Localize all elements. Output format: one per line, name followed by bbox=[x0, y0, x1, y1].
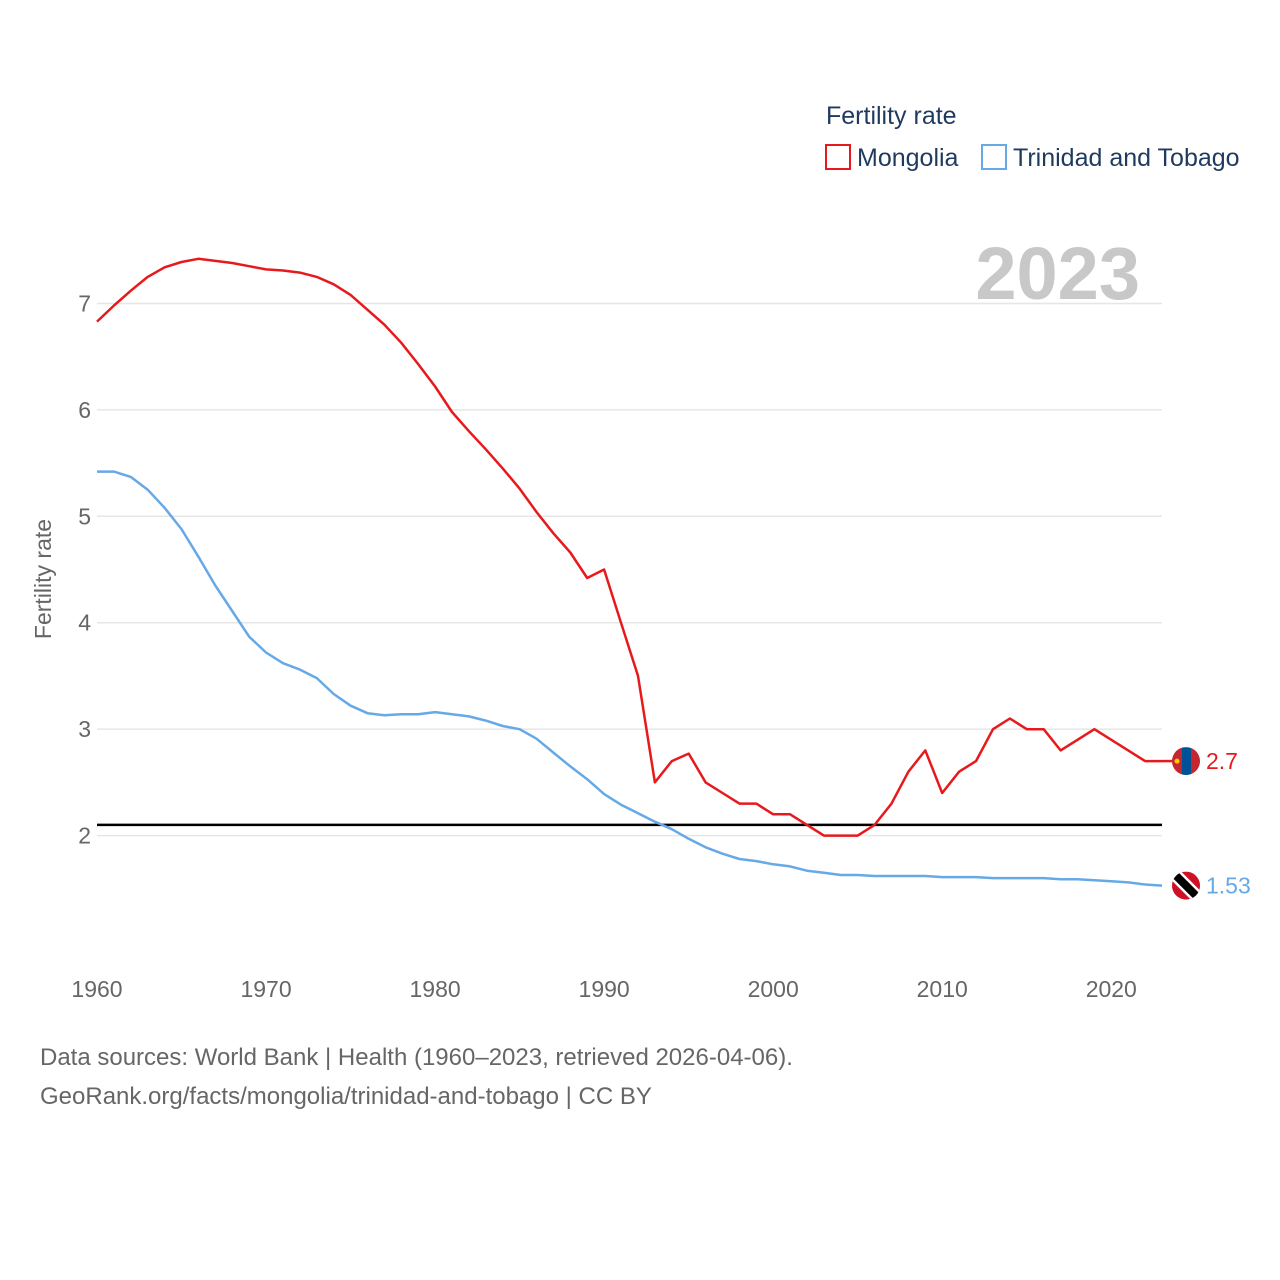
y-tick-label: 5 bbox=[78, 503, 91, 529]
x-tick-label: 1980 bbox=[410, 976, 461, 1002]
mongolia-flag-icon bbox=[1172, 747, 1200, 776]
x-tick-label: 1990 bbox=[579, 976, 630, 1002]
y-tick-label: 4 bbox=[78, 610, 91, 636]
x-tick-label: 2010 bbox=[917, 976, 968, 1002]
end-marker-trinidad-and-tobago: 1.53 bbox=[1172, 871, 1251, 900]
year-watermark: 2023 bbox=[975, 232, 1140, 315]
legend: Fertility rate Mongolia Trinidad and Tob… bbox=[825, 102, 1240, 172]
legend-label-mongolia[interactable]: Mongolia bbox=[857, 144, 959, 172]
source-url: GeoRank.org/facts/mongolia/trinidad-and-… bbox=[40, 1083, 652, 1110]
legend-title: Fertility rate bbox=[826, 102, 957, 130]
y-tick-label: 2 bbox=[78, 823, 91, 849]
x-tick-label: 1960 bbox=[71, 976, 122, 1002]
y-tick-label: 6 bbox=[78, 397, 91, 423]
y-tick-label: 7 bbox=[78, 290, 91, 316]
legend-swatch-mongolia[interactable] bbox=[825, 144, 851, 170]
y-axis-ticks: 2 3 4 5 6 7 bbox=[78, 290, 91, 848]
end-value-mongolia: 2.7 bbox=[1206, 748, 1238, 774]
x-tick-label: 2020 bbox=[1086, 976, 1137, 1002]
legend-swatch-trinidad-and-tobago[interactable] bbox=[981, 144, 1007, 170]
legend-label-trinidad-and-tobago[interactable]: Trinidad and Tobago bbox=[1013, 144, 1240, 172]
x-tick-label: 2000 bbox=[748, 976, 799, 1002]
end-value-trinidad-and-tobago: 1.53 bbox=[1206, 873, 1251, 899]
y-tick-label: 3 bbox=[78, 716, 91, 742]
end-marker-mongolia: 2.7 bbox=[1172, 747, 1238, 776]
y-axis-title: Fertility rate bbox=[30, 519, 56, 639]
series-line-mongolia[interactable] bbox=[96, 257, 1162, 837]
trinidad-and-tobago-flag-icon bbox=[1172, 871, 1200, 900]
series-line-trinidad-and-tobago[interactable] bbox=[97, 470, 1163, 887]
series-lines bbox=[96, 257, 1174, 887]
source-note: Data sources: World Bank | Health (1960–… bbox=[40, 1044, 793, 1071]
x-axis-ticks: 1960 1970 1980 1990 2000 2010 2020 bbox=[71, 976, 1136, 1002]
gridlines bbox=[97, 302, 1162, 837]
x-tick-label: 1970 bbox=[240, 976, 291, 1002]
